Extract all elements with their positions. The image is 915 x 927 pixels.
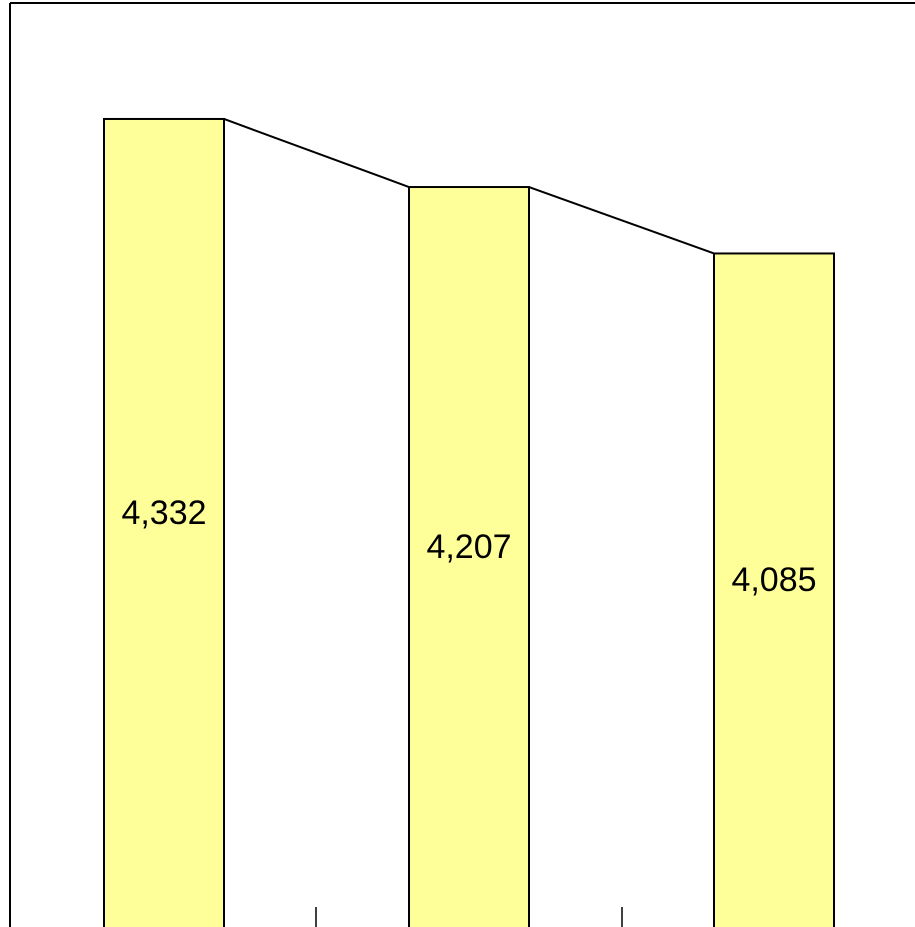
bar-3: [713, 252, 835, 927]
data-label-2: 4,207: [426, 528, 511, 566]
bar-2: [408, 186, 530, 927]
connector-line-1: [223, 118, 410, 188]
connector-line-2: [528, 186, 715, 255]
bar-1: [103, 117, 225, 927]
data-label-1: 4,332: [121, 494, 206, 532]
data-label-3: 4,085: [731, 561, 816, 599]
